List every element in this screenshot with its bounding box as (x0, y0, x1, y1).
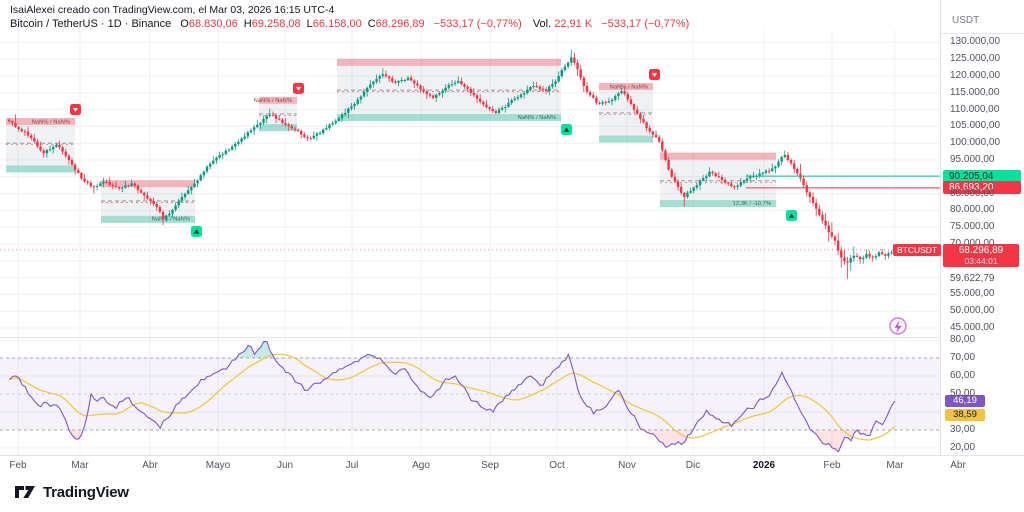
symbol-legend: Bitcoin / TetherUS · 1D · Binance O68.83… (10, 18, 689, 30)
time-tick-label: Mar (886, 460, 904, 471)
rsi-tick-label: 50,00 (950, 388, 976, 399)
tradingview-wordmark: TradingView (43, 483, 129, 501)
rsi-tick-label: 70,00 (950, 352, 976, 363)
svg-text:NaN% / NaN%: NaN% / NaN% (152, 217, 190, 223)
time-tick-label: Oct (549, 460, 565, 471)
rsi-ma-value-badge: 38,59 (945, 408, 985, 421)
time-tick-label: Abr (142, 460, 158, 471)
ohlc-key: C (367, 18, 376, 30)
ohlc-key: H (243, 18, 252, 30)
last-price-badge: 68.296,89 03:44:01 (943, 243, 1019, 267)
price-tick-label: 85.000,00 (950, 187, 995, 199)
volume-value: 22,91 K (554, 18, 593, 30)
zone-high-price-badge: 90.205,04 (943, 169, 1021, 183)
price-tick-label: 100.000,00 (950, 137, 1001, 149)
price-tick-label: 130.000,00 (950, 36, 1001, 48)
tradingview-logo-icon (15, 486, 35, 498)
boost-icon[interactable] (889, 317, 907, 335)
rsi-value-badge: 46,19 (945, 394, 985, 407)
candlesticks (8, 49, 900, 279)
price-tick-label: 70.000,00 (950, 238, 995, 249)
price-scale[interactable]: USDT 90.205,04 86.693,20 68.296,89 03:44… (940, 0, 1024, 455)
rsi-tick-label: 60,00 (950, 370, 976, 381)
svg-text:NaN% / NaN%: NaN% / NaN% (32, 119, 70, 125)
price-tick-label: 115.000,00 (950, 86, 1000, 98)
price-tick-label: 125.000,00 (950, 53, 1001, 65)
rsi-tick-label: 30,00 (950, 424, 976, 435)
price-lines (0, 175, 941, 251)
time-tick-label: Dic (685, 460, 701, 471)
symbol-title[interactable]: Bitcoin / TetherUS · 1D · Binance (10, 18, 172, 30)
last-price-value: 68.296,89 (958, 244, 1004, 256)
ohlc-key: L (306, 18, 313, 30)
price-tick-label: 105.000,00 (950, 120, 1001, 132)
price-tick-label: 55.000,00 (950, 288, 995, 300)
price-tick-label: 95.000,00 (950, 153, 995, 165)
rsi-tick-label: 20,00 (950, 442, 976, 453)
time-tick-label: Feb (823, 460, 841, 471)
attribution-text: IsaiAlexei creado con TradingView.com, e… (10, 4, 335, 16)
rsi-tick-label: 80,00 (950, 334, 976, 345)
ohlc-value: 69.258,08 (251, 18, 301, 30)
time-tick-label: Abr (950, 460, 966, 471)
svg-text:NaN% / NaN%: NaN% / NaN% (610, 84, 648, 90)
price-tick-label: 59.622,79 (950, 272, 995, 284)
time-tick-label: Ago (412, 460, 430, 471)
bar-countdown: 03:44:01 (964, 255, 998, 266)
time-tick-label: Mar (71, 460, 89, 471)
time-tick-label: Sep (481, 460, 499, 471)
last-price-symbol-badge: BTCUSDT (893, 244, 942, 256)
time-tick-label: 2026 (752, 460, 776, 471)
time-tick-label: Nov (618, 460, 636, 471)
ohlc-value: 66.158,00 (312, 18, 362, 30)
volume-label: Vol. (532, 18, 552, 30)
price-scale-currency: USDT (952, 15, 980, 26)
price-tick-label: 75.000,00 (950, 221, 995, 233)
ohlc-values: O68.830,06 H69.258,08 L66.158,00 C68.296,89 (174, 18, 424, 30)
change-value: −533,17 (−0,77%) (433, 18, 522, 30)
ohlc-key: O (180, 18, 189, 30)
zone-low-price-badge: 86.693,20 (943, 181, 1021, 195)
ohlc-value: 68.830,06 (188, 18, 238, 30)
price-tick-label: 50.000,00 (950, 305, 995, 317)
tradingview-logo[interactable]: TradingView (14, 483, 129, 501)
svg-text:NaN% / NaN%: NaN% / NaN% (254, 98, 292, 104)
ohlc-value: 68.296,89 (375, 18, 425, 30)
zone-signal-markers[interactable] (70, 69, 797, 237)
pane-separator[interactable] (0, 337, 941, 338)
time-tick-label: Jun (276, 460, 294, 471)
volume-change: −533,17 (−0,77%) (601, 18, 690, 30)
time-scale[interactable]: Feb Mar Abr Mayo Jun Jul Ago Sep Oct Nov Dic 2026 Fe… (0, 455, 1024, 478)
svg-text:12,3K / -10,7%: 12,3K / -10,7% (733, 201, 771, 207)
price-tick-label: 45.000,00 (950, 322, 995, 333)
price-scale-divider (941, 33, 1024, 34)
time-tick-label: Jul (345, 460, 359, 471)
price-tick-label: 120.000,00 (950, 69, 1001, 81)
time-tick-label: Feb (9, 460, 27, 471)
rsi-indicator (0, 340, 941, 453)
price-tick-label: 80.000,00 (950, 204, 995, 216)
time-tick-label: Mayo (205, 460, 231, 471)
supply-demand-zones: NaN% / NaN% NaN% / NaN% NaN% / NaN% NaN% / … (6, 58, 776, 223)
svg-text:NaN% / NaN%: NaN% / NaN% (518, 115, 556, 121)
price-tick-label: 110.000,00 (950, 103, 1000, 115)
